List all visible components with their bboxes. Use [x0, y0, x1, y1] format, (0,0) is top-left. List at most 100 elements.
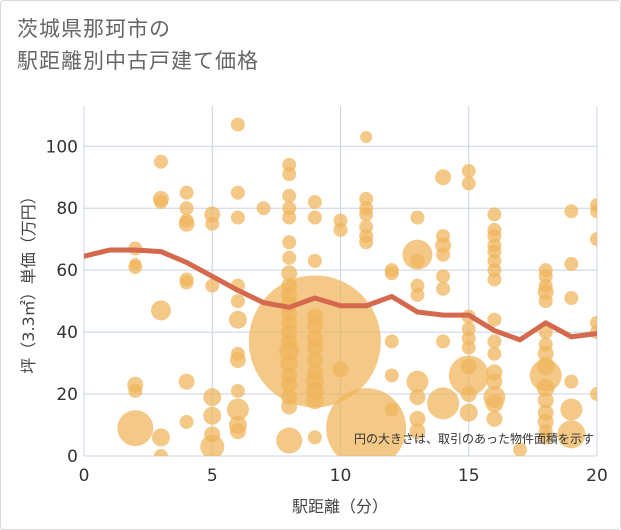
data-bubble — [564, 256, 579, 271]
data-bubble — [153, 195, 168, 210]
data-bubble — [590, 204, 597, 219]
data-bubble — [200, 434, 225, 456]
x-tick-label: 5 — [207, 466, 218, 486]
y-tick-label: 100 — [46, 137, 78, 157]
data-bubble — [178, 215, 195, 232]
data-bubble — [360, 130, 373, 143]
trend-layer — [84, 247, 597, 343]
x-tick-label: 10 — [330, 466, 352, 486]
data-bubble — [485, 394, 504, 413]
data-bubble — [282, 188, 297, 203]
data-bubble — [410, 287, 425, 302]
data-bubble — [359, 235, 374, 250]
data-bubble — [228, 310, 247, 329]
data-bubble — [117, 410, 154, 447]
data-bubble — [460, 386, 477, 403]
data-bubble — [384, 368, 399, 383]
y-tick-label: 80 — [56, 199, 78, 219]
data-bubble — [129, 257, 142, 270]
data-bubble — [226, 398, 249, 421]
y-axis-label: 坪（3.3㎡）単価（万円） — [19, 188, 38, 373]
data-bubble — [229, 351, 246, 368]
data-bubble — [205, 278, 220, 293]
average-trend-line — [84, 247, 597, 343]
data-bubble — [307, 253, 322, 268]
data-bubble — [436, 334, 451, 349]
data-bubble — [281, 265, 298, 282]
data-bubble — [326, 388, 407, 456]
data-bubble — [306, 339, 323, 356]
size-note: 円の大きさは、取引のあった物件面積を示す — [354, 431, 594, 446]
data-bubble — [486, 410, 503, 427]
data-bubble — [538, 294, 553, 309]
bubble-layer — [117, 117, 597, 456]
data-bubble — [436, 247, 451, 262]
y-tick-label: 60 — [56, 261, 78, 281]
data-bubble — [179, 201, 194, 216]
x-tick-label: 20 — [586, 466, 608, 486]
data-bubble — [487, 207, 502, 222]
data-bubble — [436, 281, 451, 296]
data-bubble — [205, 216, 220, 231]
data-bubble — [153, 154, 168, 169]
data-bubble — [359, 207, 374, 222]
data-bubble — [203, 388, 222, 407]
data-bubble — [487, 346, 502, 361]
data-bubble — [590, 232, 597, 247]
y-tick-label: 20 — [56, 385, 78, 405]
x-tick-label: 0 — [79, 466, 90, 486]
data-bubble — [306, 351, 323, 368]
data-bubble — [409, 423, 426, 440]
data-bubble — [230, 117, 245, 132]
data-bubble — [564, 291, 579, 306]
data-bubble — [564, 204, 579, 219]
data-bubble — [590, 387, 597, 402]
data-bubble — [410, 210, 425, 225]
tick-labels: 0 5 10 15 20 0 20 40 60 80 100 — [46, 137, 608, 486]
data-bubble — [179, 185, 194, 200]
data-bubble — [307, 210, 322, 225]
chart-title: 茨城県那珂市の 駅距離別中古戸建て価格 — [17, 13, 259, 77]
data-bubble — [513, 442, 528, 456]
data-bubble — [409, 410, 426, 427]
data-bubble — [435, 169, 452, 186]
data-bubble — [536, 378, 555, 397]
data-bubble — [306, 317, 323, 334]
data-bubble — [305, 391, 324, 410]
data-bubble — [230, 294, 245, 309]
data-bubble — [229, 423, 246, 440]
data-bubble — [282, 167, 297, 182]
chart-title-line1: 茨城県那珂市の — [17, 17, 171, 41]
data-bubble — [487, 334, 502, 349]
data-bubble — [178, 373, 195, 390]
x-tick-label: 15 — [458, 466, 480, 486]
data-bubble — [384, 402, 399, 417]
data-bubble — [203, 406, 222, 425]
data-bubble — [409, 389, 426, 406]
data-bubble — [230, 383, 245, 398]
data-bubble — [282, 235, 297, 250]
data-bubble — [151, 428, 170, 447]
data-bubble — [384, 266, 399, 281]
data-bubble — [410, 253, 425, 268]
data-bubble — [282, 250, 297, 265]
data-bubble — [333, 222, 348, 237]
data-bubble — [179, 414, 194, 429]
data-bubble — [307, 195, 322, 210]
data-bubble — [307, 430, 322, 445]
data-bubble — [538, 325, 553, 340]
data-bubble — [256, 201, 271, 216]
data-bubble — [276, 427, 303, 454]
data-bubble — [459, 403, 478, 422]
data-bubble — [230, 210, 245, 225]
data-bubble — [128, 383, 143, 398]
data-bubble — [461, 164, 476, 179]
data-bubble — [150, 300, 171, 321]
data-bubble — [448, 355, 489, 396]
data-bubble — [461, 340, 476, 355]
data-bubble — [436, 269, 451, 284]
data-bubble — [557, 420, 586, 449]
data-bubble — [427, 387, 460, 420]
data-bubble — [537, 345, 554, 362]
data-bubble — [230, 185, 245, 200]
